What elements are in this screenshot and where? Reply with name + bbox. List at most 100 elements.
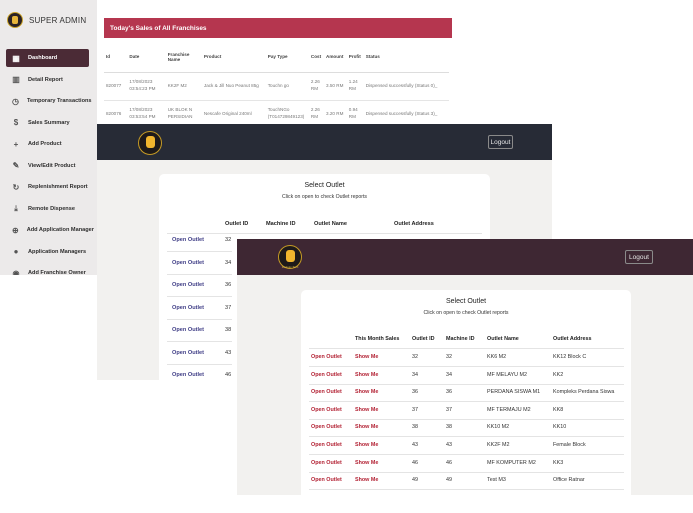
machine-id-cell: 36 <box>446 389 452 396</box>
brand-logo-icon <box>7 12 23 28</box>
sidebar-item-detail-report[interactable]: ▥ Detail Report <box>6 71 89 89</box>
open-outlet-link[interactable]: Open Outlet <box>172 237 205 243</box>
sidebar-item-sales-summary[interactable]: $ Sales Summary <box>6 114 89 132</box>
outlet-id-cell: 46 <box>412 459 418 466</box>
machine-id-cell: 37 <box>446 406 452 413</box>
outlet-id-cell: 43 <box>412 442 418 448</box>
open-outlet-link[interactable]: Open Outlet <box>311 477 342 484</box>
show-me-link[interactable]: Show Me <box>355 459 379 466</box>
outlet-id-cell: 37 <box>225 304 232 311</box>
grid-icon: ▦ <box>12 53 20 63</box>
sidebar-item-label: Sales Summary <box>28 119 70 126</box>
dollar-icon: $ <box>13 118 19 127</box>
row-divider <box>309 366 624 367</box>
show-me-link[interactable]: Show Me <box>355 389 379 396</box>
table-cell: Touchn go <box>265 72 309 101</box>
open-outlet-link[interactable]: Open Outlet <box>172 372 205 378</box>
sidebar-header: SUPER ADMIN <box>0 0 97 40</box>
outlet-name-cell: PERDANA SISWA M1 <box>487 389 541 396</box>
show-me-link[interactable]: Show Me <box>355 354 379 360</box>
sidebar-item-label: View/Edit Product <box>28 162 76 169</box>
logout-button[interactable]: Logout <box>488 135 513 149</box>
machine-id-cell: 34 <box>446 371 452 378</box>
sidebar-item-label: Temporary Transactions <box>26 98 92 104</box>
outlet-address-cell: Female Block <box>553 442 586 448</box>
open-outlet-link[interactable]: Open Outlet <box>311 371 342 378</box>
sidebar-item-remote-dispense[interactable]: ⤓ Remote Dispense <box>6 200 89 218</box>
open-outlet-link[interactable]: Open Outlet <box>172 259 205 266</box>
column-header: Pay Type <box>265 42 309 73</box>
outlet-id-cell: 32 <box>412 354 418 360</box>
show-me-link[interactable]: Show Me <box>355 424 379 431</box>
select-outlet-card: Select Outlet Click on open to check Out… <box>301 290 631 495</box>
open-outlet-link[interactable]: Open Outlet <box>311 424 342 431</box>
show-me-link[interactable]: Show Me <box>355 371 379 378</box>
show-me-link[interactable]: Show Me <box>355 477 379 484</box>
sidebar-item-temporary-transactions[interactable]: ◷ Temporary Transactions <box>6 92 92 110</box>
sidebar-item-add-franchise-owner[interactable]: ◉ Add Franchise Owner <box>6 264 89 276</box>
sidebar-item-view-edit-product[interactable]: ✎ View/Edit Product <box>6 157 89 175</box>
download-icon: ⤓ <box>14 203 18 213</box>
logout-button[interactable]: Logout <box>625 250 653 264</box>
company-logo-icon <box>138 131 162 155</box>
open-outlet-link[interactable]: Open Outlet <box>311 442 342 448</box>
sidebar-item-label: Add Application Manager <box>26 227 94 233</box>
top-navbar: Logout <box>97 124 552 160</box>
column-header: Date <box>127 42 166 73</box>
sidebar-item-label: Detail Report <box>28 76 63 83</box>
outlet-name-cell: KK6 M2 <box>487 354 507 360</box>
show-me-link[interactable]: Show Me <box>355 442 379 448</box>
outlet-window-full: Dialogic Tech Logout Select Outlet Click… <box>237 239 693 495</box>
row-divider <box>167 318 232 320</box>
column-header: This Month Sales <box>355 336 400 342</box>
outlet-id-cell: 34 <box>225 259 232 266</box>
top-navbar: Dialogic Tech Logout <box>237 239 693 275</box>
outlet-id-cell: 38 <box>225 327 232 333</box>
row-divider <box>167 296 232 297</box>
row-divider <box>309 471 624 473</box>
column-header: Cost <box>308 42 325 73</box>
show-me-link[interactable]: Show Me <box>355 406 379 413</box>
table-cell: 17/08/2023 03:53:54 PM <box>127 100 166 129</box>
sidebar-item-label: Add Product <box>28 141 62 147</box>
outlet-address-cell: Kompleks Perdana Siswa <box>553 389 615 396</box>
table-row[interactable]: 820077 17/08/2023 03:54:23 PM KK2F M2 Jack … <box>104 72 449 101</box>
sidebar-item-dashboard[interactable]: ▦ Dashboard <box>6 49 89 67</box>
open-outlet-link[interactable]: Open Outlet <box>311 389 342 396</box>
outlet-address-cell: KK3 <box>553 459 564 466</box>
row-divider <box>167 363 232 365</box>
header-divider <box>167 233 482 234</box>
row-divider <box>167 273 232 275</box>
outlet-address-cell: KK10 <box>553 424 567 431</box>
open-outlet-link[interactable]: Open Outlet <box>172 304 205 311</box>
open-outlet-link[interactable]: Open Outlet <box>172 327 205 333</box>
sidebar-item-label: Dashboard <box>28 55 58 61</box>
open-outlet-link[interactable]: Open Outlet <box>172 282 205 288</box>
card-subtitle: Click on open to check Outlet reports <box>423 310 509 316</box>
company-logo-icon <box>278 245 302 269</box>
sidebar-item-add-product[interactable]: + Add Product <box>6 135 89 153</box>
table-cell: Nescafe Original 240ml <box>201 100 266 129</box>
sidebar-item-replenishment-report[interactable]: ↻ Replenishment Report <box>6 178 89 196</box>
bar-chart-icon: ▥ <box>12 75 20 84</box>
row-divider <box>309 418 624 420</box>
row-divider <box>309 401 624 403</box>
machine-id-cell: 46 <box>446 459 452 466</box>
column-header: Outlet Address <box>553 336 592 342</box>
open-outlet-link[interactable]: Open Outlet <box>311 459 342 466</box>
column-header: Outlet Name <box>314 221 347 227</box>
sidebar-item-application-managers[interactable]: ● Application Managers <box>6 243 89 261</box>
sidebar-item-label: Add Franchise Owner <box>28 270 86 275</box>
outlet-address-cell: KK8 <box>553 406 564 413</box>
user-plus-icon: ◉ <box>12 268 20 276</box>
outlet-id-cell: 43 <box>225 349 232 356</box>
row-divider <box>309 436 624 438</box>
table-cell: 3.50 RM <box>324 72 347 101</box>
sidebar-item-add-application-manager[interactable]: ⊕ Add Application Manager <box>6 221 94 239</box>
logo-caption: Dialogic Tech <box>281 265 299 269</box>
open-outlet-link[interactable]: Open Outlet <box>311 354 342 360</box>
column-header: Outlet ID <box>412 336 435 342</box>
admin-sidebar: SUPER ADMIN ▦ Dashboard ▥ Detail Report ◷ Tem… <box>0 0 97 275</box>
open-outlet-link[interactable]: Open Outlet <box>172 349 205 356</box>
open-outlet-link[interactable]: Open Outlet <box>311 406 342 413</box>
